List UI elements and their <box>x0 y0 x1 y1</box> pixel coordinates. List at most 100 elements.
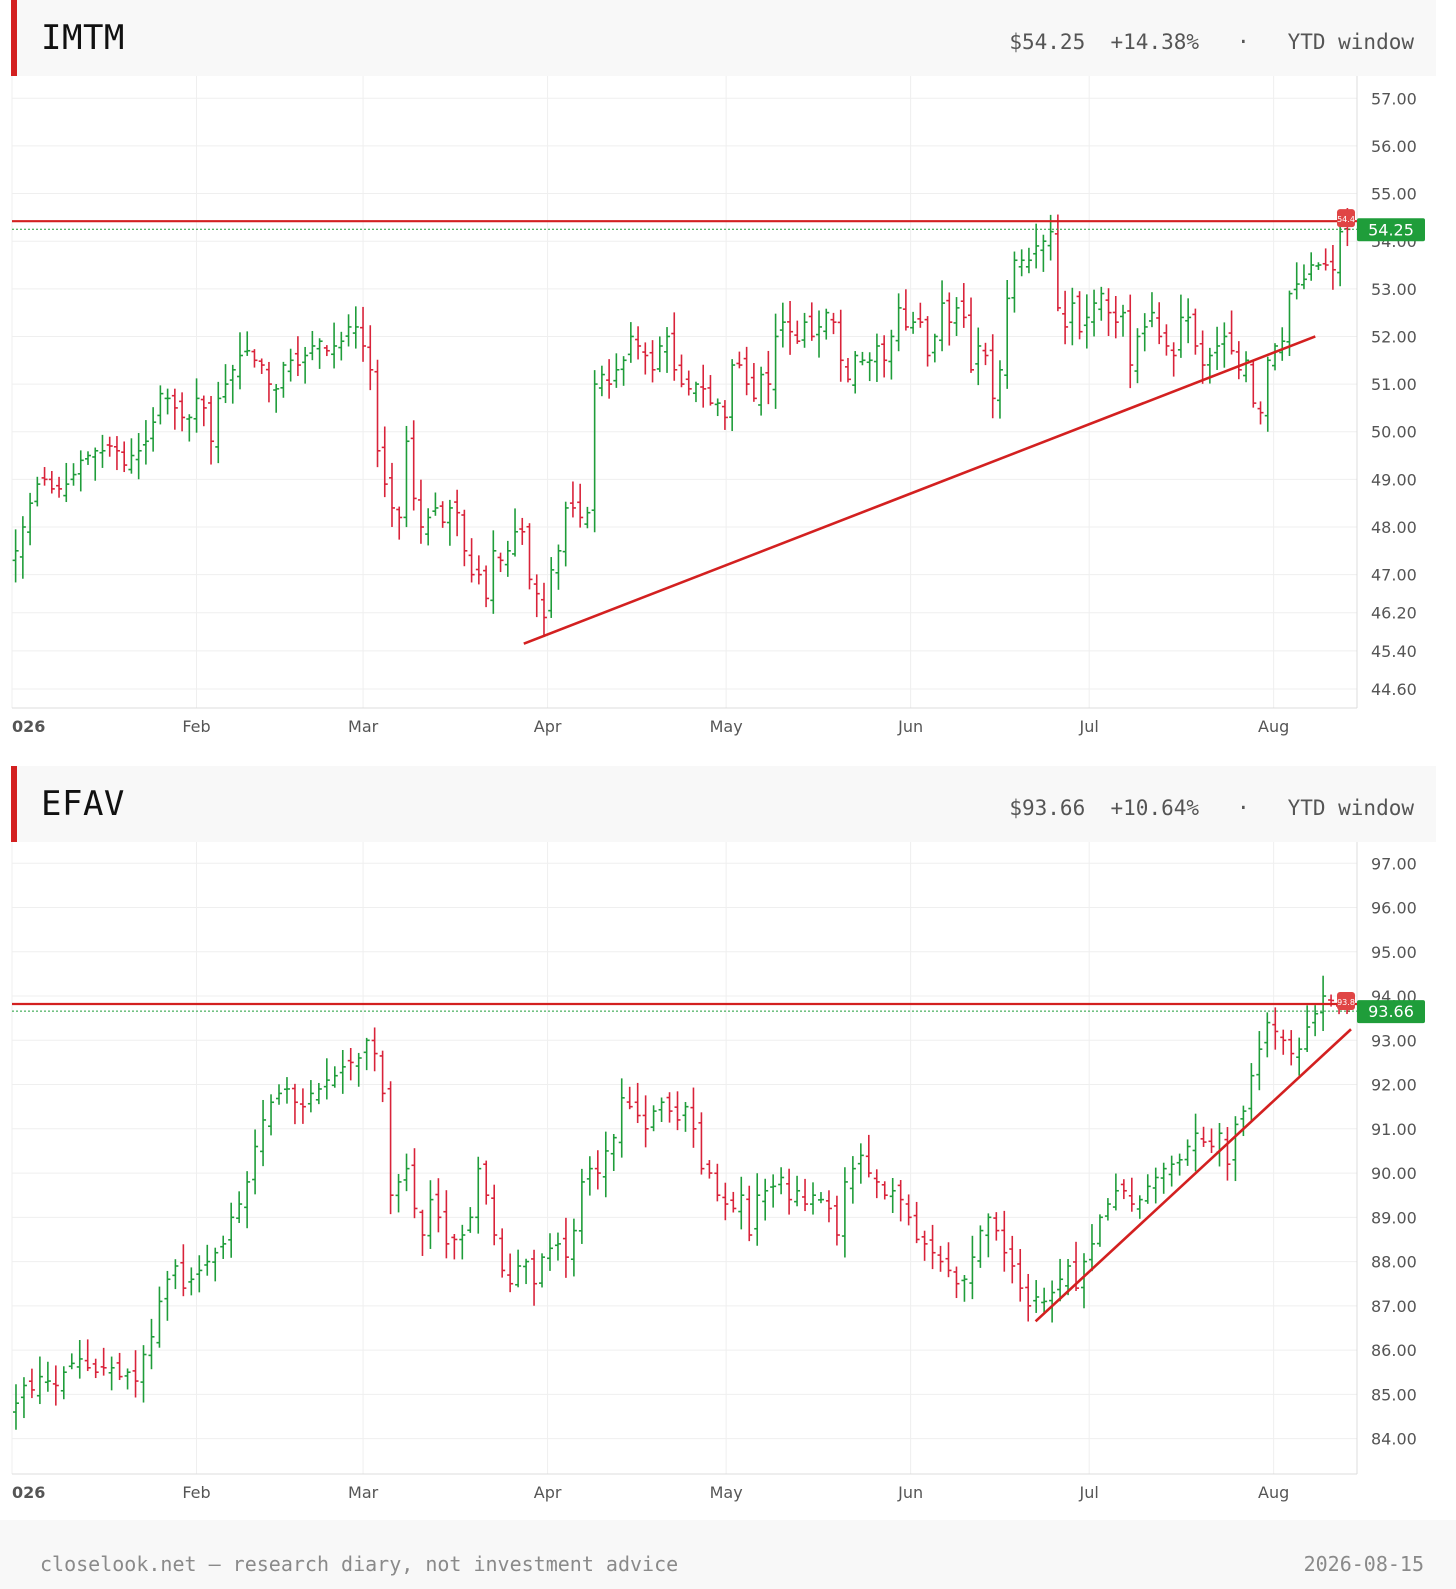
ohlc-bar <box>316 338 323 369</box>
ohlc-bar <box>273 384 280 413</box>
ohlc-bar <box>291 1083 298 1125</box>
resistance-tag-label: 93.8 <box>1337 998 1355 1007</box>
ohlc-bar <box>1280 1029 1287 1055</box>
ohlc-bar <box>859 351 866 366</box>
header-accent-bar <box>11 766 17 842</box>
ohlc-bar <box>678 354 685 388</box>
ohlc-bar <box>1040 234 1047 272</box>
x-month-label: Jun <box>897 717 923 736</box>
ohlc-bar <box>77 450 84 492</box>
ohlc-bar <box>63 462 70 503</box>
ohlc-bar <box>164 388 171 415</box>
last-price: $54.25 <box>1009 30 1086 54</box>
ticker-symbol: EFAV <box>41 784 125 824</box>
ohlc-bar <box>666 1092 673 1123</box>
ohlc-bar <box>591 370 598 533</box>
ohlc-bar <box>287 348 294 382</box>
ohlc-bar <box>132 1350 139 1398</box>
window-label: YTD window <box>1287 30 1414 54</box>
ohlc-bar <box>721 400 728 430</box>
ohlc-bar <box>1062 290 1069 345</box>
ohlc-bar <box>156 1286 163 1348</box>
ohlc-bar <box>1069 287 1076 346</box>
efav-ohlc-chart: 97.0096.0095.0094.0093.0092.0091.0090.00… <box>11 842 1425 1502</box>
ohlc-bar <box>41 467 48 486</box>
y-tick-label: 91.00 <box>1371 1120 1417 1139</box>
ohlc-bar <box>1184 1139 1191 1166</box>
ohlc-bar <box>1300 264 1307 290</box>
y-tick-label: 47.00 <box>1371 566 1417 585</box>
ohlc-bar <box>690 1087 697 1148</box>
ohlc-bar <box>1256 1031 1263 1091</box>
ohlc-bar <box>1001 1210 1008 1272</box>
y-tick-label: 89.00 <box>1371 1208 1417 1227</box>
ohlc-bar <box>1163 324 1170 356</box>
ohlc-bar <box>12 529 19 583</box>
ohlc-bar <box>910 311 917 334</box>
ohlc-bar <box>1054 214 1061 312</box>
price-stats: $93.66 +10.64% · YTD window <box>1009 796 1414 820</box>
ohlc-bar <box>989 334 996 419</box>
ohlc-bar <box>1337 216 1344 287</box>
ohlc-bar <box>830 312 837 335</box>
x-month-label: May <box>710 1483 743 1502</box>
ohlc-bar <box>507 1253 514 1293</box>
ohlc-bar <box>1136 1195 1143 1219</box>
ohlc-bar <box>642 342 649 375</box>
ohlc-bar <box>931 333 938 363</box>
ohlc-bar <box>1080 1253 1087 1309</box>
ohlc-bar <box>315 1082 322 1105</box>
x-month-label: Jun <box>897 1483 923 1502</box>
last-price-tag <box>1357 1000 1425 1024</box>
ohlc-bar <box>523 1258 530 1285</box>
ohlc-bar <box>1128 1177 1135 1212</box>
ohlc-bar <box>468 538 475 583</box>
ohlc-bar <box>1329 244 1336 290</box>
ohlc-bar <box>483 1160 490 1205</box>
ohlc-bar <box>461 509 468 567</box>
ohlc-bar <box>982 342 989 366</box>
ohlc-bar <box>730 1191 737 1213</box>
separator-dot: · <box>1236 30 1250 54</box>
ohlc-bar <box>642 1095 649 1148</box>
ohlc-bar <box>1272 1007 1279 1050</box>
x-month-label: Apr <box>534 1483 562 1502</box>
ohlc-bar <box>569 481 576 518</box>
ohlc-bar <box>1208 1128 1215 1154</box>
y-tick-label: 48.00 <box>1371 518 1417 537</box>
ohlc-bar <box>620 356 627 386</box>
ohlc-bar <box>857 1143 864 1184</box>
ohlc-bar <box>443 1190 450 1259</box>
y-tick-label: 97.00 <box>1371 854 1417 873</box>
ohlc-bar <box>977 1225 984 1268</box>
ohlc-bar <box>475 1156 482 1234</box>
ohlc-bar <box>917 302 924 328</box>
ohlc-bar <box>1221 322 1228 368</box>
ohlc-bar <box>913 1201 920 1244</box>
ohlc-bar <box>698 1112 705 1175</box>
ohlc-bar <box>722 1182 729 1221</box>
ohlc-bar <box>100 1347 107 1376</box>
ohlc-bar <box>700 364 707 408</box>
ohlc-bar <box>674 1091 681 1131</box>
ohlc-bar <box>602 1131 609 1198</box>
ohlc-bar <box>627 322 634 363</box>
ohlc-bar <box>92 1358 99 1379</box>
x-month-label: 026 <box>12 717 45 736</box>
ohlc-bar <box>70 463 77 486</box>
ohlc-bar <box>179 392 186 432</box>
window-label: YTD window <box>1287 796 1414 820</box>
ohlc-bar <box>451 1233 458 1260</box>
ohlc-bar <box>331 1066 338 1088</box>
ohlc-bar <box>108 1356 115 1391</box>
ohlc-bar <box>1049 1280 1056 1323</box>
ohlc-bar <box>236 332 243 390</box>
ohlc-bar <box>121 441 128 473</box>
ohlc-bar <box>754 1173 761 1246</box>
ohlc-bar <box>649 340 656 383</box>
ohlc-bar <box>265 361 272 403</box>
ohlc-bar <box>1214 326 1221 370</box>
y-tick-label: 95.00 <box>1371 943 1417 962</box>
ticker-symbol: IMTM <box>41 18 125 58</box>
ohlc-bar <box>48 471 55 494</box>
